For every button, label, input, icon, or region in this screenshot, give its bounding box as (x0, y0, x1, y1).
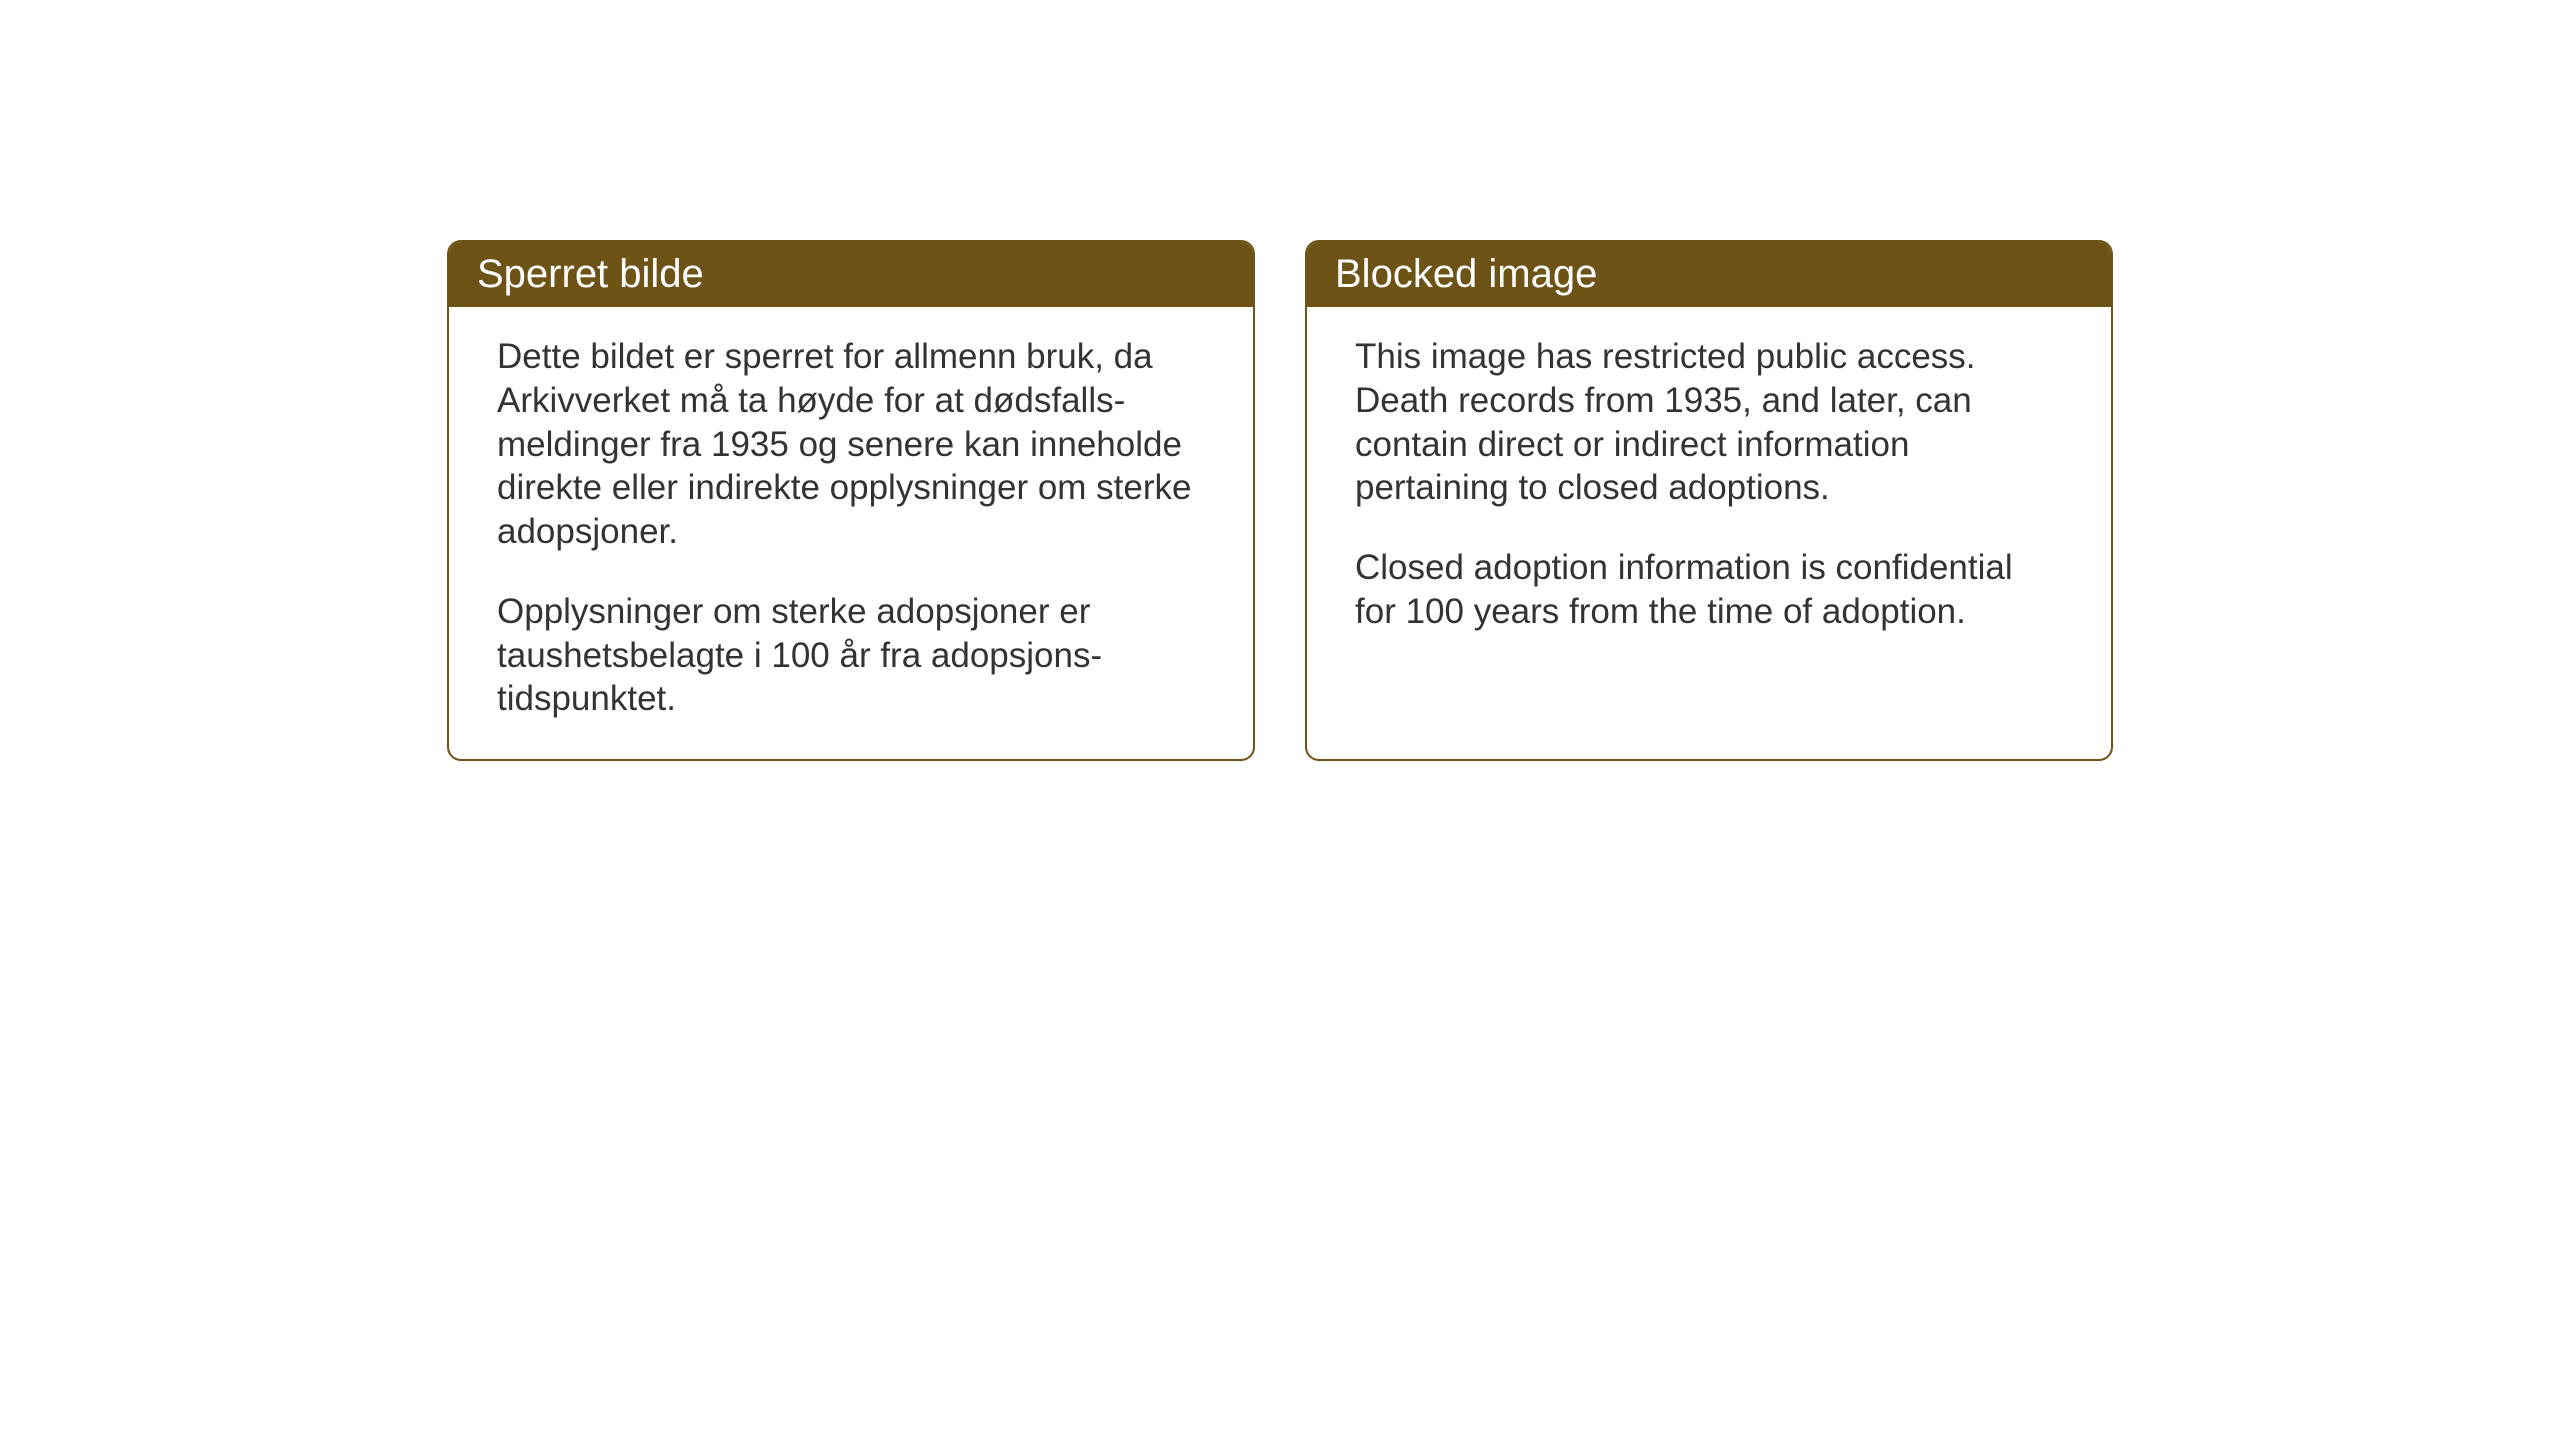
english-card: Blocked image This image has restricted … (1305, 240, 2113, 761)
norwegian-card-header: Sperret bilde (449, 242, 1253, 307)
english-paragraph-1: This image has restricted public access.… (1355, 335, 2063, 510)
english-card-body: This image has restricted public access.… (1307, 307, 2111, 672)
norwegian-card: Sperret bilde Dette bildet er sperret fo… (447, 240, 1255, 761)
english-card-title: Blocked image (1335, 252, 1597, 296)
english-card-header: Blocked image (1307, 242, 2111, 307)
english-paragraph-2: Closed adoption information is confident… (1355, 546, 2063, 634)
norwegian-paragraph-2: Opplysninger om sterke adopsjoner er tau… (497, 590, 1205, 721)
norwegian-card-title: Sperret bilde (477, 252, 704, 296)
norwegian-paragraph-1: Dette bildet er sperret for allmenn bruk… (497, 335, 1205, 554)
norwegian-card-body: Dette bildet er sperret for allmenn bruk… (449, 307, 1253, 759)
cards-container: Sperret bilde Dette bildet er sperret fo… (447, 240, 2113, 761)
